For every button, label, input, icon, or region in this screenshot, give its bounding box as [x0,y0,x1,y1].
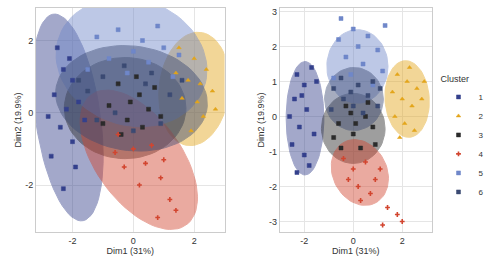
svg-text:2: 2 [192,236,197,246]
svg-text:2: 2 [272,42,277,52]
svg-text:-2: -2 [300,236,308,246]
svg-text:Dim1 (31%): Dim1 (31%) [107,246,155,256]
svg-text:2: 2 [28,36,33,46]
svg-text:0: 0 [351,236,356,246]
svg-text:-3: -3 [269,217,277,227]
svg-text:-1: -1 [269,147,277,157]
svg-text:0: 0 [131,236,136,246]
svg-text:2: 2 [400,236,405,246]
svg-text:5: 5 [479,169,484,178]
svg-text:1: 1 [479,93,484,102]
svg-text:-2: -2 [68,236,76,246]
svg-text:-2: -2 [25,180,33,190]
svg-text:3: 3 [272,7,277,17]
svg-text:3: 3 [479,131,484,140]
svg-text:4: 4 [479,150,484,159]
svg-text:Dim2 (19.9%): Dim2 (19.9%) [256,92,266,147]
svg-text:Dim1 (31%): Dim1 (31%) [332,246,380,256]
svg-text:1: 1 [272,77,277,87]
svg-text:2: 2 [479,112,484,121]
svg-text:0: 0 [28,108,33,118]
svg-text:6: 6 [479,188,484,197]
svg-text:0: 0 [272,112,277,122]
svg-text:Cluster: Cluster [441,74,470,84]
svg-text:-2: -2 [269,182,277,192]
svg-text:Dim2 (19.9%): Dim2 (19.9%) [13,92,23,147]
